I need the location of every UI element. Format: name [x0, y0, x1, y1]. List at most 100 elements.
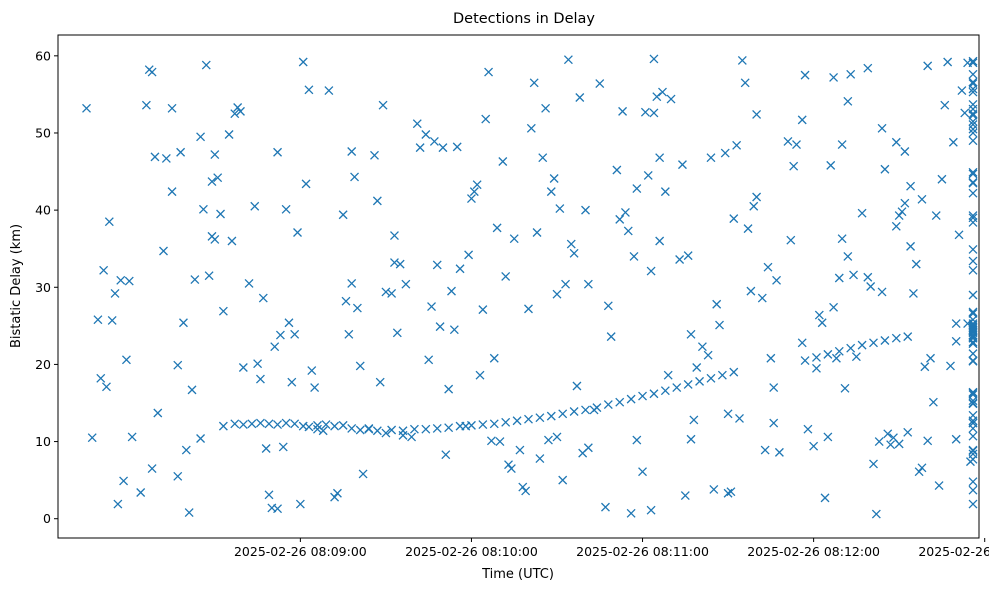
scatter-point — [173, 360, 183, 370]
track-point — [347, 423, 357, 433]
scatter-point — [968, 265, 978, 275]
scatter-point — [857, 208, 867, 218]
scatter-point — [595, 79, 605, 89]
scatter-point — [629, 251, 639, 261]
scatter-point — [723, 488, 733, 498]
track-point — [281, 418, 291, 428]
scatter-point — [210, 234, 220, 244]
scatter-point — [147, 464, 157, 474]
track-point — [230, 419, 240, 429]
scatter-point — [116, 275, 126, 285]
scatter-point — [290, 329, 300, 339]
scatter-point — [686, 329, 696, 339]
scatter-point — [392, 328, 402, 338]
track-point — [290, 419, 300, 429]
scatter-point — [709, 484, 719, 494]
track-point — [968, 330, 978, 340]
scatter-point — [216, 209, 225, 219]
scatter-point — [968, 307, 978, 317]
scatter-point — [543, 435, 553, 445]
scatter-point — [601, 502, 610, 512]
scatter-point — [968, 256, 978, 266]
scatter-point — [150, 152, 160, 162]
scatter-point — [558, 475, 568, 485]
scatter-point — [181, 445, 191, 455]
scatter-point — [452, 142, 462, 152]
x-tick-label: 2025-02-26 08:09:00 — [234, 544, 367, 559]
scatter-point — [412, 119, 422, 129]
track-point — [592, 403, 602, 413]
scatter-point — [372, 196, 382, 206]
scatter-point — [332, 488, 342, 498]
scatter-point — [863, 272, 873, 282]
scatter-point — [723, 409, 733, 419]
scatter-point — [752, 192, 762, 202]
scatter-point — [752, 110, 762, 119]
track-point — [558, 409, 568, 419]
scatter-point — [749, 201, 759, 211]
track-point — [683, 380, 693, 389]
scatter-point — [874, 437, 884, 447]
track-point — [569, 407, 579, 416]
scatter-point — [313, 424, 322, 434]
scatter-point — [632, 435, 642, 445]
scatter-point — [655, 236, 665, 246]
track-point — [238, 420, 248, 430]
scatter-point — [187, 385, 197, 395]
scatter-point — [954, 230, 964, 240]
scatter-point — [829, 72, 839, 82]
scatter-point — [159, 246, 168, 256]
track-point — [489, 419, 499, 429]
scatter-point — [934, 481, 944, 490]
scatter-point — [278, 442, 288, 452]
scatter-point — [703, 350, 713, 360]
scatter-point — [427, 302, 436, 312]
scatter-point — [655, 153, 665, 163]
scatter-point — [968, 398, 978, 408]
scatter-point — [375, 377, 385, 387]
scatter-point — [729, 214, 739, 224]
scatter-point — [638, 467, 647, 477]
scatter-point — [227, 236, 237, 246]
scatter-point — [686, 434, 696, 444]
scatter-point — [484, 67, 494, 77]
track-point — [717, 370, 727, 380]
scatter-point — [652, 92, 662, 102]
y-tick-label: 50 — [35, 125, 51, 140]
scatter-point — [675, 255, 685, 264]
scatter-point — [951, 434, 961, 444]
scatter-point — [620, 207, 630, 217]
scatter-point — [518, 482, 528, 492]
track-point — [330, 421, 340, 431]
scatter-point — [173, 471, 183, 481]
scatter-point — [612, 165, 622, 175]
scatter-point — [968, 109, 978, 119]
scatter-point — [572, 381, 582, 391]
scatter-point — [877, 123, 887, 133]
track-point — [638, 391, 647, 401]
scatter-point — [310, 383, 320, 393]
track-point — [432, 423, 442, 433]
track-point — [264, 419, 274, 429]
scatter-point — [968, 218, 978, 227]
y-axis-label: Bistatic Delay (km) — [9, 224, 24, 348]
track-point — [355, 425, 365, 435]
scatter-point — [521, 486, 531, 496]
scatter-point — [763, 262, 773, 272]
scatter-point — [113, 499, 123, 509]
track-point — [255, 418, 265, 428]
scatter-point — [666, 94, 676, 104]
scatter-point — [792, 140, 801, 150]
scatter-point — [737, 55, 747, 65]
scatter-point — [660, 187, 670, 197]
plot-area-frame — [57, 34, 980, 539]
scatter-point — [258, 293, 268, 303]
track-point — [501, 417, 511, 427]
scatter-point — [618, 106, 628, 116]
track-point — [603, 400, 613, 409]
scatter-point — [498, 157, 508, 166]
scatter-point — [677, 160, 687, 170]
track-point — [846, 343, 856, 353]
track-point — [247, 419, 257, 429]
x-axis-label: Time (UTC) — [481, 567, 554, 582]
